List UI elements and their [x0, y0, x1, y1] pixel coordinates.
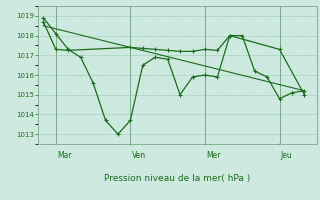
- Text: Mer: Mer: [206, 151, 221, 160]
- Text: Ven: Ven: [132, 151, 146, 160]
- Text: Mar: Mar: [57, 151, 72, 160]
- Text: Pression niveau de la mer( hPa ): Pression niveau de la mer( hPa ): [104, 174, 251, 183]
- Text: Jeu: Jeu: [281, 151, 292, 160]
